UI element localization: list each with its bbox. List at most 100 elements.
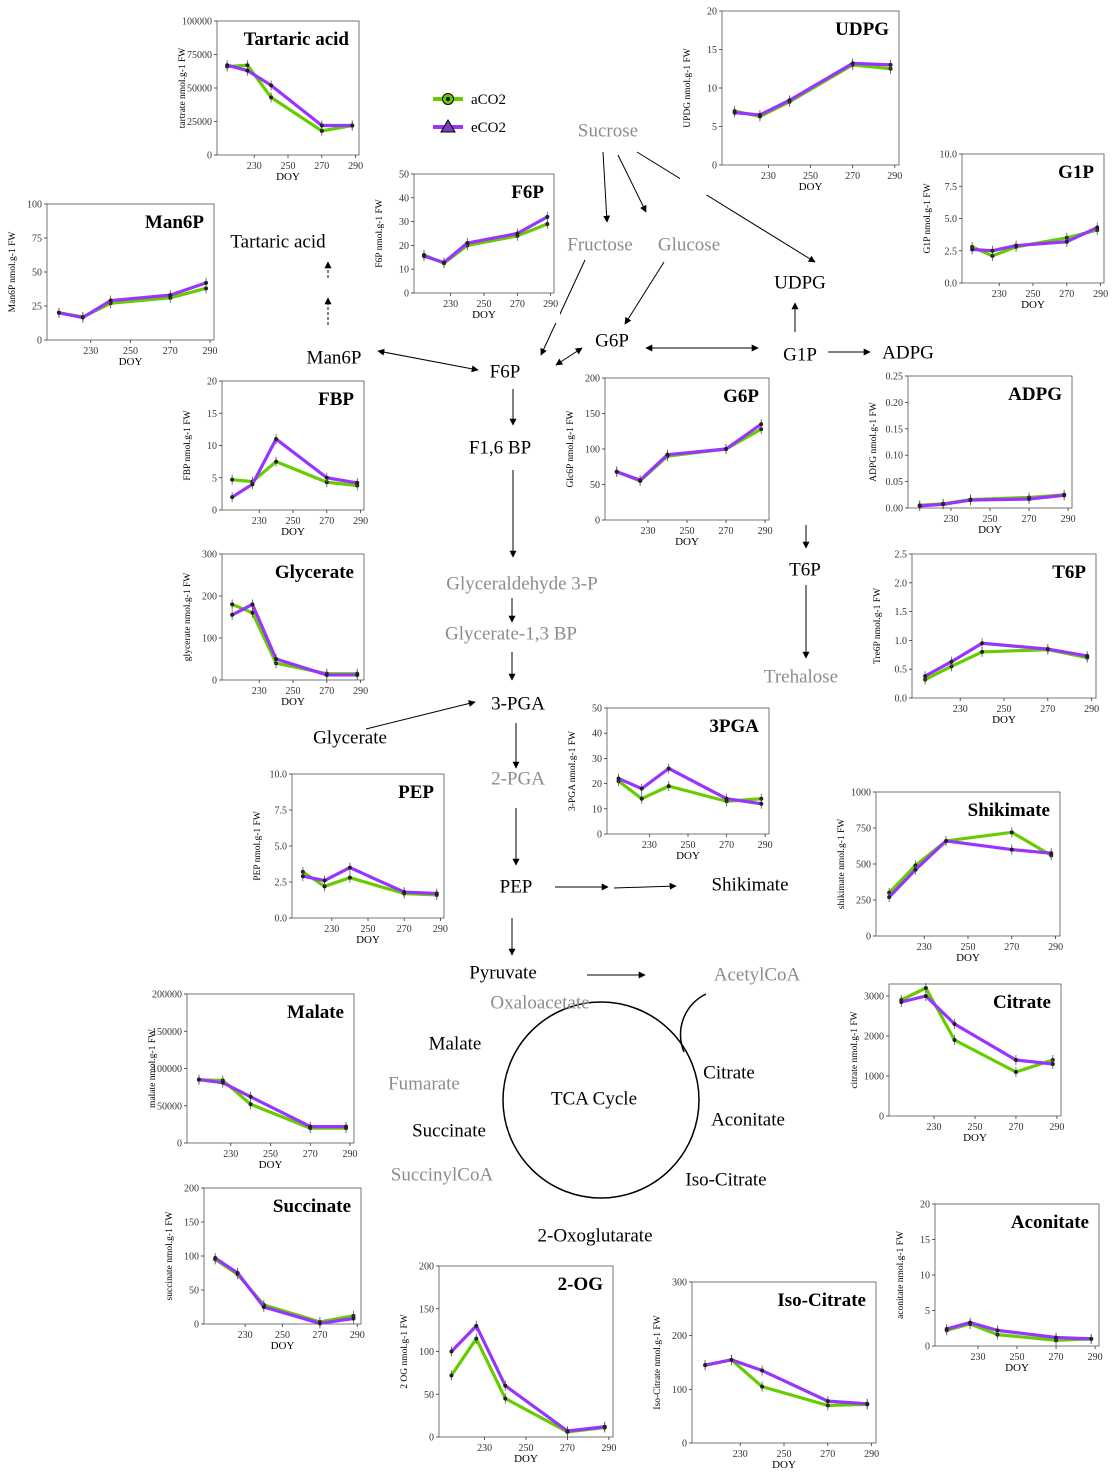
y-axis-label: Iso-Citrate nmol.g-1 FW [653,1315,663,1409]
y-tick-label: 20 [399,241,409,252]
data-point-eco2 [1054,1335,1059,1340]
y-tick-label: 200 [419,1262,434,1273]
data-point-eco2 [220,1080,225,1085]
chart-svg-g1p: 0.0 2.5 5.0 7.5 10.0 230 250 270 290 DOY G1P nmol.… [923,150,1108,312]
y-axis-label: tartrate nmol.g-1 FW [178,48,188,128]
x-axis-label: DOY [978,524,1002,536]
x-axis-label: DOY [276,171,300,183]
data-point-eco2 [168,293,173,298]
y-tick-label: 10.0 [940,150,958,161]
data-point-eco2 [1095,225,1100,230]
data-point-aco2 [449,1373,454,1378]
x-tick-label: 230 [953,704,968,715]
pathway-arrows [324,151,871,979]
pathway-arrow [540,259,586,356]
data-point-aco2 [1009,830,1014,835]
x-tick-label: 290 [758,526,773,537]
data-point-eco2 [1062,493,1067,498]
y-tick-label: 0.20 [886,398,904,409]
y-tick-label: 0 [207,151,212,162]
pathway-arrow [555,347,583,366]
data-point-eco2 [347,865,352,870]
y-tick-label: 0 [595,516,600,527]
y-tick-label: 200 [184,1184,199,1195]
x-tick-label: 250 [997,704,1012,715]
node-aconitate: Aconitate [711,1109,785,1131]
x-tick-label: 230 [252,686,267,697]
node-glycerate: Glycerate [313,727,387,749]
chart-title: ADPG [1008,384,1062,405]
chart-isocitrate: 0 100 200 300 230 250 270 290 DOY Iso-Citrate nmo… [650,1276,882,1473]
y-tick-label: 50 [189,1286,199,1297]
legend: aCO2 eCO2 [425,85,535,145]
data-point-aco2 [760,1384,765,1389]
chart-title: UDPG [835,19,889,40]
y-tick-label: 250 [856,896,871,907]
y-tick-label: 100 [585,445,600,456]
plot-frame [413,173,555,294]
y-tick-label: 0 [866,932,871,943]
chart-tartaric: 0 25000 50000 75000 100000 230 250 270 290 DOY tar… [175,15,365,185]
chart-svg-succinate: 0 50 100 150 200 230 250 270 290 DOY succinate nmo… [165,1184,365,1353]
node-g13bp: Glycerate-1,3 BP [445,623,577,645]
data-point-eco2 [865,1401,870,1406]
y-tick-label: 2.0 [895,578,908,589]
y-axis-label: G1P nmol.g-1 FW [923,183,933,253]
x-tick-label: 290 [433,924,448,935]
y-tick-label: 50000 [157,1101,182,1112]
node-shikimate: Shikimate [711,874,789,896]
x-tick-label: 250 [477,299,492,310]
data-point-eco2 [80,315,85,320]
data-point-eco2 [196,1077,201,1082]
y-axis-label: 2 OG nmol.g-1 FW [400,1314,410,1388]
x-tick-label: 230 [324,924,339,935]
data-point-eco2 [322,878,327,883]
data-point-eco2 [261,1305,266,1309]
x-tick-label: 270 [510,299,525,310]
data-point-eco2 [108,298,113,303]
y-tick-label: 7.5 [275,806,288,817]
data-point-eco2 [1027,497,1032,502]
data-point-aco2 [230,602,235,607]
y-tick-label: 0.0 [275,914,288,925]
chart-svg-fbp: 0 5 10 15 20 230 250 270 290 DOY FBP nmol.g-1 FW FB… [183,377,368,539]
x-tick-label: 250 [123,346,138,357]
y-axis-label: FBP nmol.g-1 FW [183,410,193,480]
chart-svg-isocitrate: 0 100 200 300 230 250 270 290 DOY Iso-Citrate nmo… [653,1278,879,1472]
x-tick-label: 270 [314,161,329,172]
y-tick-label: 0.00 [886,504,904,515]
x-tick-label: 230 [970,1352,985,1363]
data-point-eco2 [899,1000,904,1004]
chart-title: F6P [511,182,544,203]
y-tick-label: 0 [194,1320,199,1331]
x-tick-label: 230 [642,840,657,851]
data-point-eco2 [250,602,255,607]
x-tick-label: 250 [803,171,818,182]
chart-svg-man6p: 0 25 50 75 100 230 250 270 290 DOY Man6P nmol.g-1 … [8,200,218,369]
y-tick-label: 0 [37,336,42,347]
y-tick-label: 25 [32,302,42,313]
data-point-eco2 [1014,243,1019,248]
node-g1p: G1P [783,344,817,366]
data-point-eco2 [1064,239,1069,244]
y-tick-label: 3000 [864,992,884,1003]
data-point-eco2 [980,641,985,646]
x-tick-label: 230 [477,1443,492,1454]
y-tick-label: 0.15 [886,424,904,435]
x-axis-label: DOY [675,536,699,548]
chart-svg-aconitate: 0 5 10 15 20 230 250 270 290 DOY aconitate nmol.g-… [896,1200,1103,1375]
x-tick-label: 230 [83,346,98,357]
data-point-eco2 [732,110,737,115]
data-point-eco2 [941,502,946,507]
data-point-eco2 [235,1271,240,1275]
pathway-arrow [377,348,479,373]
y-tick-label: 75 [32,234,42,245]
plot-frame [934,1203,1100,1347]
data-point-eco2 [968,498,973,503]
chart-title: Succinate [273,1196,351,1217]
y-axis-label: Tre6P nmol.g-1 FW [873,588,883,664]
data-point-eco2 [917,503,922,508]
data-point-aco2 [269,95,274,100]
y-tick-label: 0 [597,830,602,841]
x-axis-label: DOY [259,1159,283,1171]
